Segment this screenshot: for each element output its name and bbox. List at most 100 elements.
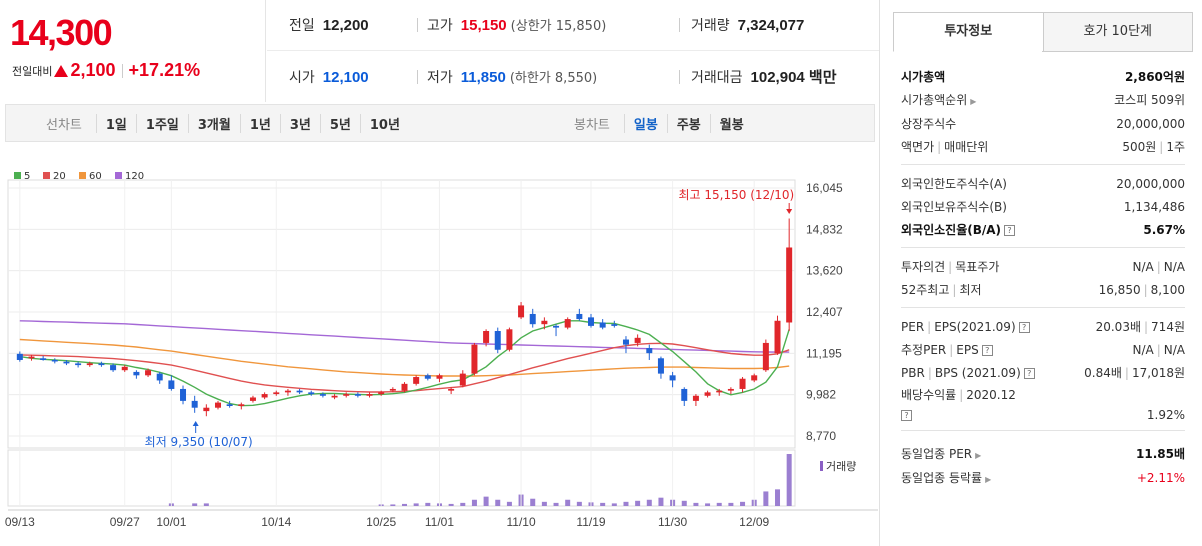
low-annotation: 최저 9,350 (10/07) bbox=[145, 435, 253, 449]
info-row[interactable]: 동일업종 PER ▶ 11.85배 bbox=[901, 447, 1185, 461]
y-tick-label: 9,982 bbox=[806, 388, 836, 402]
candle-body bbox=[646, 348, 653, 354]
candle-body bbox=[121, 366, 128, 371]
summary-row-2: 시가 12,100 저가 11,850 (하한가 8,550) 거래대금 102… bbox=[267, 51, 879, 102]
ma120-line bbox=[19, 320, 790, 353]
period-1w[interactable]: 1주일 bbox=[135, 113, 188, 133]
x-tick-label: 11/01 bbox=[425, 515, 454, 529]
line-chart-periods: 선차트 1일 1주일 3개월 1년 3년 5년 10년 bbox=[46, 113, 409, 133]
tab-order-book[interactable]: 호가 10단계 bbox=[1043, 12, 1193, 52]
investment-info-panel: 투자정보 호가 10단계 시가총액 2,860억원 시가총액순위 ▶ 코스피 509위… bbox=[893, 12, 1193, 542]
industry-section: 동일업종 PER ▶ 11.85배 동일업종 등락률 ▶ +2.11% bbox=[901, 437, 1185, 496]
volume-bar bbox=[705, 503, 711, 506]
info-list: 시가총액 2,860억원 시가총액순위 ▶ 코스피 509위 상장주식수 20,000,… bbox=[901, 64, 1185, 502]
candle-body bbox=[669, 375, 676, 381]
info-row: PBR | BPS (2021.09)? 0.84배 | 17,018원 bbox=[901, 366, 1185, 380]
tab-underline bbox=[1042, 51, 1193, 52]
period-1d[interactable]: 1일 bbox=[95, 113, 136, 133]
caret-right-icon: ▶ bbox=[985, 475, 992, 484]
candle-body bbox=[716, 390, 723, 393]
period-1y[interactable]: 1년 bbox=[239, 113, 280, 133]
y-tick-label: 11,195 bbox=[806, 346, 842, 360]
candle-body bbox=[459, 373, 466, 386]
candle-body bbox=[156, 373, 163, 381]
candle-body bbox=[599, 322, 606, 328]
summary-row-1: 전일 12,200 고가 15,150 (상한가 15,850) 거래량 7,3… bbox=[267, 0, 879, 51]
candle-body bbox=[727, 388, 734, 391]
candle-body bbox=[343, 394, 350, 396]
line-chart-title: 선차트 bbox=[46, 117, 82, 133]
info-row[interactable]: 시가총액순위 ▶ 코스피 509위 bbox=[901, 93, 1185, 107]
info-row[interactable]: 동일업종 등락률 ▶ +2.11% bbox=[901, 471, 1185, 485]
volume-bar bbox=[565, 499, 571, 506]
candle-body bbox=[86, 363, 93, 366]
candle-body bbox=[40, 358, 47, 360]
info-tabs: 투자정보 호가 10단계 bbox=[893, 12, 1193, 52]
candle-body bbox=[110, 365, 117, 371]
volume-bar bbox=[483, 496, 489, 506]
volume-bar bbox=[716, 502, 722, 506]
candle-body bbox=[622, 339, 629, 345]
candle-body bbox=[413, 377, 420, 384]
info-row: 시가총액 2,860억원 bbox=[901, 70, 1185, 84]
divider bbox=[417, 18, 418, 32]
legend-swatch bbox=[115, 172, 122, 179]
period-3y[interactable]: 3년 bbox=[279, 113, 320, 133]
tab-investment-info[interactable]: 투자정보 bbox=[893, 12, 1044, 52]
volume-bar bbox=[600, 502, 606, 506]
candle-body bbox=[354, 394, 361, 396]
candle-body bbox=[75, 363, 82, 366]
candle-body bbox=[261, 394, 268, 398]
price-box: 14,300 전일대비 2,100 +17.21% bbox=[0, 0, 266, 102]
candle-daily[interactable]: 일봉 bbox=[623, 113, 667, 133]
period-10y[interactable]: 10년 bbox=[359, 113, 409, 133]
volume-bar bbox=[681, 500, 687, 506]
help-icon[interactable]: ? bbox=[1023, 368, 1035, 379]
divider bbox=[121, 63, 123, 78]
y-tick-label: 16,045 bbox=[806, 181, 843, 195]
volume-bar bbox=[646, 499, 652, 506]
candle-body bbox=[762, 342, 769, 371]
help-icon[interactable]: ? bbox=[1018, 322, 1030, 333]
info-row: PER | EPS(2021.09)? 20.03배 | 714원 bbox=[901, 320, 1185, 334]
candle-body bbox=[739, 378, 746, 389]
y-tick-label: 12,407 bbox=[806, 305, 843, 319]
period-5y[interactable]: 5년 bbox=[319, 113, 360, 133]
up-triangle-icon bbox=[54, 64, 69, 77]
legend-swatch bbox=[43, 172, 50, 179]
volume-bar bbox=[460, 502, 466, 506]
low-arrowhead-icon bbox=[192, 421, 199, 426]
legend-label: 120 bbox=[125, 171, 144, 182]
candle-body bbox=[180, 388, 187, 401]
help-icon[interactable]: ? bbox=[1004, 225, 1016, 236]
stock-chart[interactable]: 5 20 60 120 16,045 14,832 13,620 12,407 11,195 9,… bbox=[0, 160, 878, 546]
stock-main-panel: 14,300 전일대비 2,100 +17.21% 전일 12,200 고가 1… bbox=[0, 0, 880, 546]
x-tick-label: 09/13 bbox=[5, 515, 35, 529]
candle-body bbox=[145, 370, 152, 376]
change-label: 전일대비 bbox=[12, 64, 53, 78]
info-row: 배당수익률 | 2020.12? 1.92% bbox=[901, 388, 1185, 422]
trade-amount: 거래대금 102,904 백만 bbox=[691, 69, 837, 86]
divider bbox=[679, 18, 680, 32]
candle-body bbox=[518, 305, 525, 318]
change-rate: +17.21% bbox=[128, 60, 201, 80]
help-icon[interactable]: ? bbox=[901, 410, 912, 421]
candle-body bbox=[133, 371, 140, 376]
x-tick-label: 10/01 bbox=[156, 515, 186, 529]
help-icon[interactable]: ? bbox=[981, 345, 993, 356]
candle-body bbox=[389, 388, 396, 391]
candle-body bbox=[751, 375, 758, 381]
info-row: 추정PER | EPS? N/A | N/A bbox=[901, 343, 1185, 357]
volume-bar bbox=[786, 454, 792, 506]
opinion-section: 투자의견 | 목표주가 N/A | N/A 52주최고 | 최저 16,850 | 8,100 bbox=[901, 254, 1185, 308]
market-cap-section: 시가총액 2,860억원 시가총액순위 ▶ 코스피 509위 상장주식수 20,000,… bbox=[901, 64, 1185, 165]
candle-body bbox=[51, 359, 58, 362]
candle-weekly[interactable]: 주봉 bbox=[666, 113, 710, 133]
legend-swatch bbox=[14, 172, 21, 179]
period-3m[interactable]: 3개월 bbox=[187, 113, 240, 133]
volume-bar bbox=[471, 499, 477, 506]
valuation-section: PER | EPS(2021.09)? 20.03배 | 714원 추정PER | EPS? N… bbox=[901, 314, 1185, 431]
candle-monthly[interactable]: 월봉 bbox=[709, 113, 753, 133]
candle-body bbox=[553, 325, 560, 328]
info-row: 투자의견 | 목표주가 N/A | N/A bbox=[901, 260, 1185, 274]
